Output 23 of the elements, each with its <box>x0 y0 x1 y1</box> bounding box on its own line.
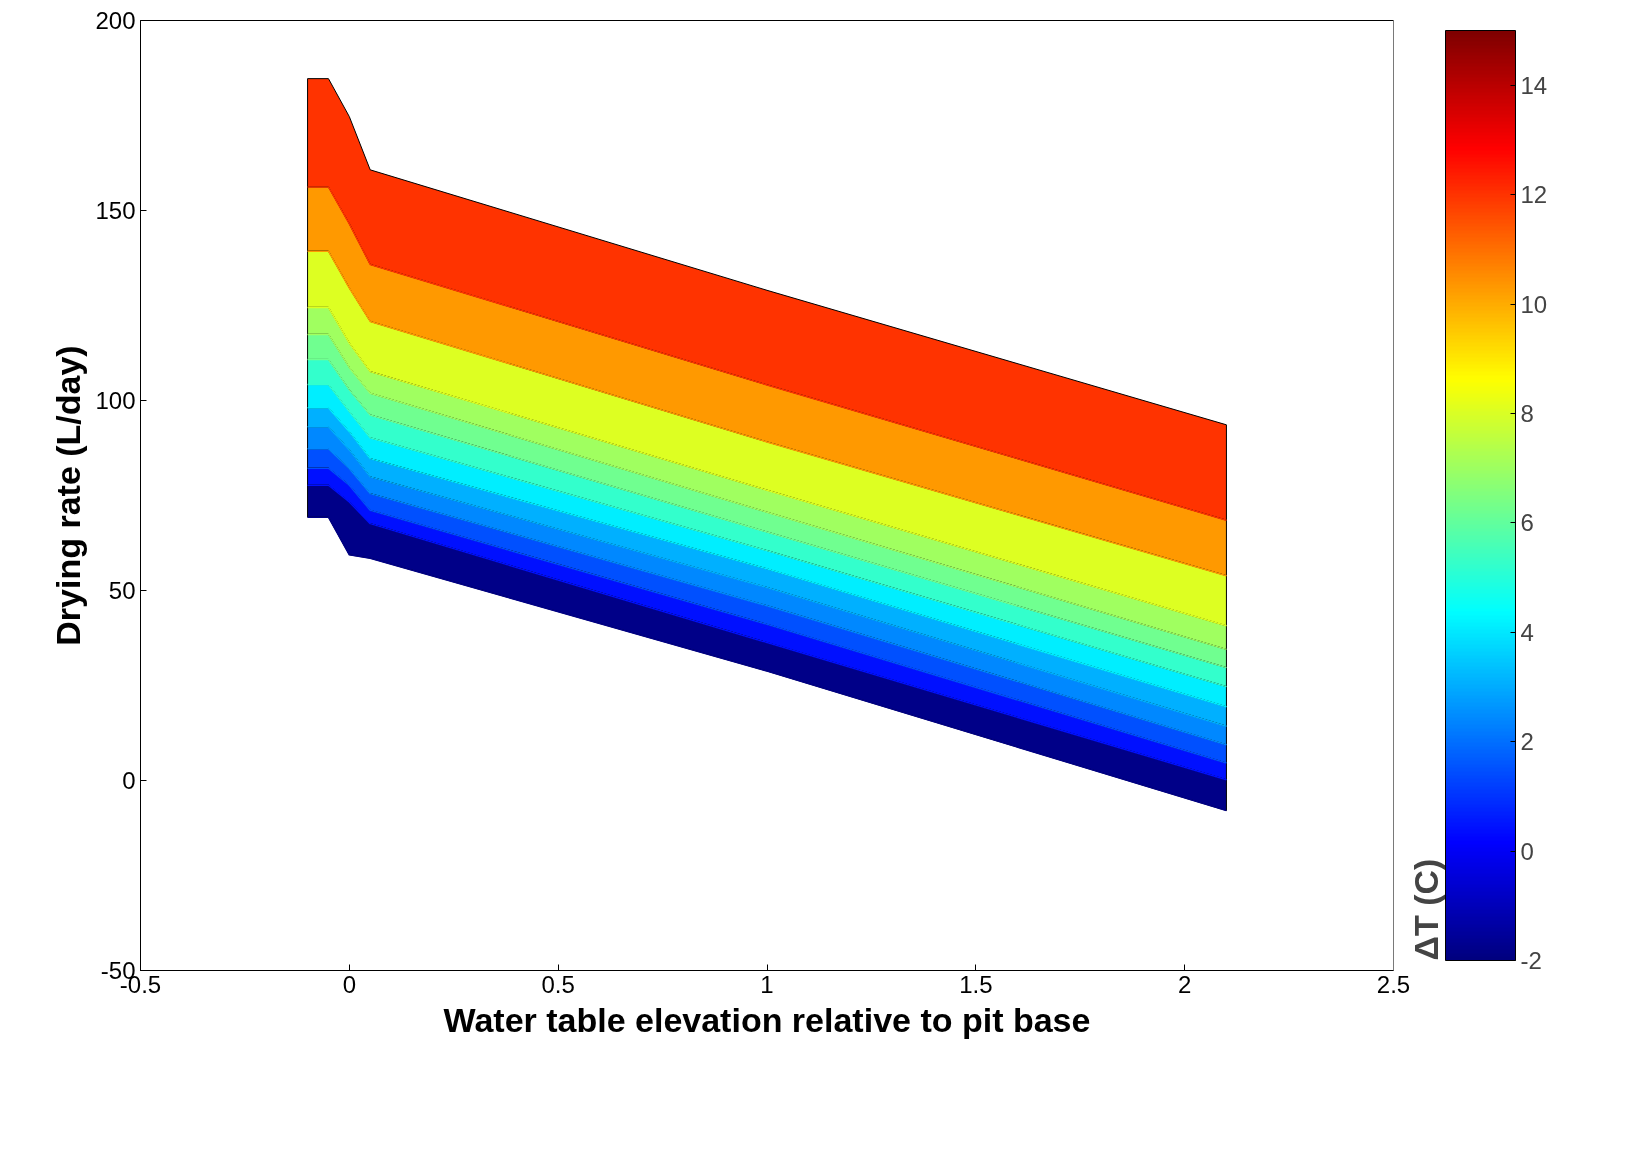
color-bar-label: 4 <box>1520 618 1534 646</box>
color-bar-label: 0 <box>1520 837 1534 865</box>
color-bar-label: 14 <box>1520 71 1548 99</box>
y-tick-label: 50 <box>108 577 136 604</box>
color-bar-label: -2 <box>1520 947 1542 974</box>
x-tick-label: 0 <box>342 970 357 998</box>
y-tick-label: 200 <box>95 7 136 34</box>
x-tick-label: 1.5 <box>959 970 993 998</box>
x-tick-label: 2.5 <box>1376 970 1411 998</box>
color-bar-label: 12 <box>1520 181 1548 209</box>
x-tick-label: 0.5 <box>541 970 575 998</box>
color-bar-label: 2 <box>1520 728 1534 756</box>
x-axis-title: Water table elevation relative to pit base <box>443 1000 1091 1039</box>
y-axis-title: Drying rate (L/day) <box>49 345 88 646</box>
color-bar-label: 6 <box>1520 509 1534 537</box>
y-tick-label: 150 <box>95 197 136 224</box>
color-bar-label: 10 <box>1520 290 1548 318</box>
y-tick-label: 0 <box>122 767 136 794</box>
x-tick-label: 1 <box>760 970 774 998</box>
y-tick-label: 100 <box>95 387 136 414</box>
color-bar-title: ΔT (C) <box>1406 858 1445 961</box>
color-bar-label: 8 <box>1520 399 1534 427</box>
x-tick-label: 2 <box>1177 970 1192 998</box>
